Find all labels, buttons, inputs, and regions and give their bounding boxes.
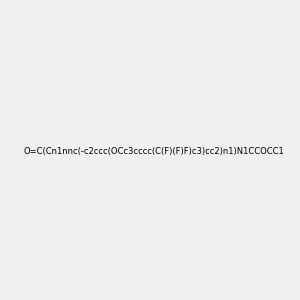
Text: O=C(Cn1nnc(-c2ccc(OCc3cccc(C(F)(F)F)c3)cc2)n1)N1CCOCC1: O=C(Cn1nnc(-c2ccc(OCc3cccc(C(F)(F)F)c3)c…: [23, 147, 284, 156]
